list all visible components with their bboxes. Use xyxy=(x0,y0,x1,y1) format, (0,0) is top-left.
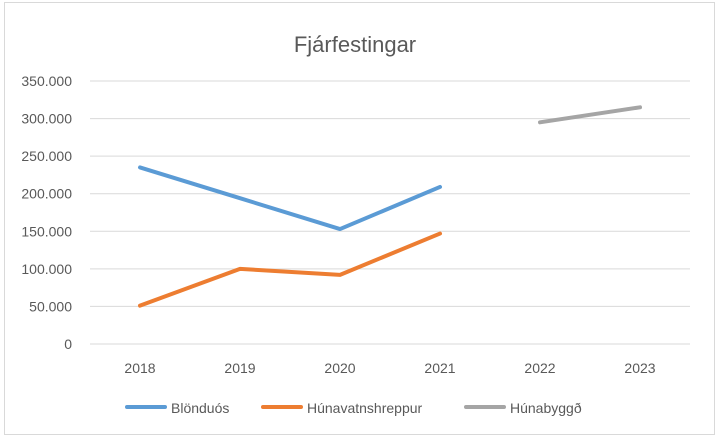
legend: Blönduós Húnavatnshreppur Húnabyggð xyxy=(125,400,582,416)
legend-label: Húnabyggð xyxy=(510,400,582,416)
y-tick-label: 300.000 xyxy=(21,111,72,127)
chart-title: Fjárfestingar xyxy=(294,32,416,57)
x-tick-label: 2020 xyxy=(324,360,355,376)
y-tick-label: 150.000 xyxy=(21,223,72,239)
chart-frame xyxy=(4,2,715,435)
legend-label: Blönduós xyxy=(171,400,229,416)
y-tick-label: 200.000 xyxy=(21,186,72,202)
y-tick-label: 250.000 xyxy=(21,148,72,164)
y-axis-ticks: 0 50.000 100.000 150.000 200.000 250.000 300.0… xyxy=(21,73,72,352)
x-tick-label: 2023 xyxy=(624,360,655,376)
y-tick-label: 100.000 xyxy=(21,261,72,277)
legend-label: Húnavatnshreppur xyxy=(307,400,423,416)
x-tick-label: 2021 xyxy=(424,360,455,376)
series-lines xyxy=(138,105,642,308)
series-line-1 xyxy=(138,231,442,308)
y-tick-label: 50.000 xyxy=(29,298,72,314)
gridlines xyxy=(90,80,690,345)
y-tick-label: 350.000 xyxy=(21,73,72,89)
y-tick-label: 0 xyxy=(64,336,72,352)
series-line-0 xyxy=(138,165,442,232)
x-axis-ticks: 2018 2019 2020 2021 2022 2023 xyxy=(124,360,655,376)
x-tick-label: 2022 xyxy=(524,360,555,376)
x-tick-label: 2019 xyxy=(224,360,255,376)
series-line-2 xyxy=(538,105,642,125)
x-tick-label: 2018 xyxy=(124,360,155,376)
